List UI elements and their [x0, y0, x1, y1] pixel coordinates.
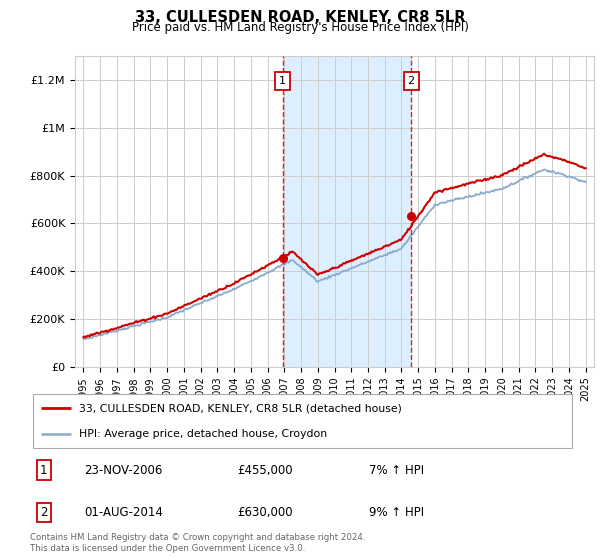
Text: 33, CULLESDEN ROAD, KENLEY, CR8 5LR: 33, CULLESDEN ROAD, KENLEY, CR8 5LR — [135, 10, 465, 25]
Text: HPI: Average price, detached house, Croydon: HPI: Average price, detached house, Croy… — [79, 430, 327, 440]
Text: 1: 1 — [279, 76, 286, 86]
Text: Contains HM Land Registry data © Crown copyright and database right 2024.
This d: Contains HM Land Registry data © Crown c… — [30, 533, 365, 553]
Text: 7% ↑ HPI: 7% ↑ HPI — [368, 464, 424, 477]
Bar — [283, 56, 411, 367]
Text: 2: 2 — [407, 76, 415, 86]
Text: 9% ↑ HPI: 9% ↑ HPI — [368, 506, 424, 519]
Text: £630,000: £630,000 — [238, 506, 293, 519]
Text: 01-AUG-2014: 01-AUG-2014 — [85, 506, 163, 519]
Text: 2: 2 — [40, 506, 47, 519]
Text: £455,000: £455,000 — [238, 464, 293, 477]
Text: 1: 1 — [40, 464, 47, 477]
Text: 33, CULLESDEN ROAD, KENLEY, CR8 5LR (detached house): 33, CULLESDEN ROAD, KENLEY, CR8 5LR (det… — [79, 403, 402, 413]
FancyBboxPatch shape — [33, 394, 572, 449]
Text: 23-NOV-2006: 23-NOV-2006 — [85, 464, 163, 477]
Text: Price paid vs. HM Land Registry's House Price Index (HPI): Price paid vs. HM Land Registry's House … — [131, 21, 469, 34]
